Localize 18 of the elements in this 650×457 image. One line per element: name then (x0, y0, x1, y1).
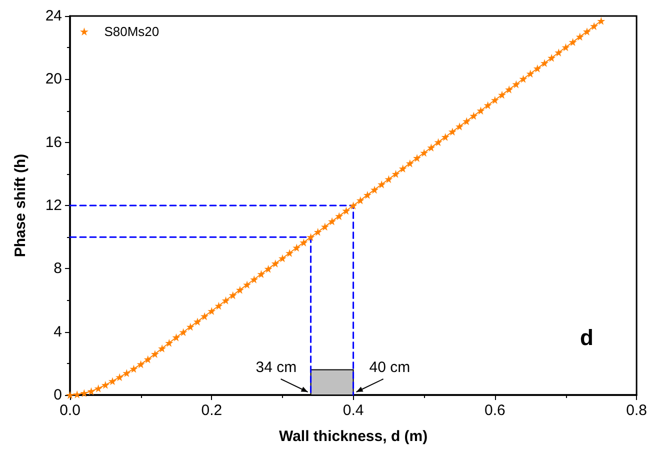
y-tick-label: 0 (54, 386, 62, 404)
y-tick-label: 20 (45, 70, 62, 88)
x-tick-label: 0.6 (484, 402, 506, 419)
annotation: d (580, 325, 594, 351)
y-tick-label: 16 (45, 134, 62, 151)
annotation: 34 cm (256, 359, 297, 376)
y-tick-label: 12 (45, 197, 62, 214)
y-tick-label: 8 (54, 260, 62, 278)
x-tick-label: 0.8 (626, 402, 648, 419)
x-tick-label: 0.4 (342, 402, 364, 419)
annotation: 40 cm (369, 359, 410, 376)
legend-label: S80Ms20 (104, 24, 160, 39)
x-axis-title: Wall thickness, d (m) (278, 428, 428, 445)
y-axis-title: Phase shift (h) (12, 154, 29, 258)
x-tick-label: 0.2 (201, 402, 222, 419)
y-tick-label: 4 (54, 323, 62, 340)
y-tick-label: 24 (45, 8, 62, 24)
x-tick-label: 0.0 (60, 402, 80, 419)
